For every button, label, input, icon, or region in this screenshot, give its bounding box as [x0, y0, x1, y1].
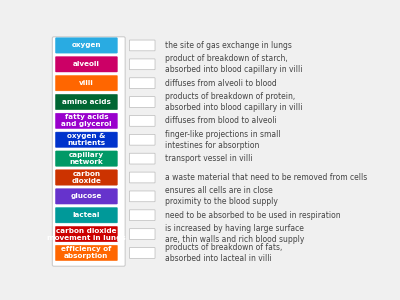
FancyBboxPatch shape	[130, 97, 155, 107]
FancyBboxPatch shape	[56, 113, 118, 129]
Text: fatty acids
and glycerol: fatty acids and glycerol	[61, 114, 112, 128]
FancyBboxPatch shape	[130, 116, 155, 126]
FancyBboxPatch shape	[56, 132, 118, 148]
Text: glucose: glucose	[71, 194, 102, 200]
FancyBboxPatch shape	[130, 78, 155, 88]
Text: oxygen &
nutrients: oxygen & nutrients	[67, 133, 106, 146]
FancyBboxPatch shape	[52, 37, 125, 266]
Text: alveoli: alveoli	[73, 61, 100, 67]
FancyBboxPatch shape	[130, 172, 155, 183]
Text: diffuses from alveoli to blood: diffuses from alveoli to blood	[165, 79, 276, 88]
FancyBboxPatch shape	[130, 59, 155, 70]
FancyBboxPatch shape	[56, 226, 118, 242]
Text: lacteal: lacteal	[73, 212, 100, 218]
FancyBboxPatch shape	[130, 134, 155, 145]
Text: efficiency of
absorption: efficiency of absorption	[61, 246, 112, 260]
Text: products of breakdown of protein,
absorbed into blood capillary in villi: products of breakdown of protein, absorb…	[165, 92, 302, 112]
Text: a waste material that need to be removed from cells: a waste material that need to be removed…	[165, 173, 367, 182]
Text: ensures all cells are in close
proximity to the blood supply: ensures all cells are in close proximity…	[165, 186, 278, 206]
Text: is increased by having large surface
are, thin walls and rich blood supply: is increased by having large surface are…	[165, 224, 304, 244]
Text: capillary
network: capillary network	[69, 152, 104, 165]
Text: need to be absorbed to be used in respiration: need to be absorbed to be used in respir…	[165, 211, 340, 220]
FancyBboxPatch shape	[56, 245, 118, 261]
FancyBboxPatch shape	[130, 40, 155, 51]
FancyBboxPatch shape	[56, 208, 118, 223]
Text: villi: villi	[79, 80, 94, 86]
FancyBboxPatch shape	[56, 57, 118, 72]
FancyBboxPatch shape	[56, 170, 118, 185]
FancyBboxPatch shape	[56, 38, 118, 53]
Text: carbon dioxide
movement in lungs: carbon dioxide movement in lungs	[47, 228, 126, 241]
Text: the site of gas exchange in lungs: the site of gas exchange in lungs	[165, 41, 292, 50]
Text: product of breakdown of starch,
absorbed into blood capillary in villi: product of breakdown of starch, absorbed…	[165, 54, 302, 74]
FancyBboxPatch shape	[130, 191, 155, 202]
FancyBboxPatch shape	[130, 153, 155, 164]
FancyBboxPatch shape	[56, 76, 118, 91]
FancyBboxPatch shape	[56, 189, 118, 204]
Text: products of breakdown of fats,
absorbed into lacteal in villi: products of breakdown of fats, absorbed …	[165, 243, 282, 263]
Text: diffuses from blood to alveoli: diffuses from blood to alveoli	[165, 116, 276, 125]
FancyBboxPatch shape	[130, 229, 155, 239]
Text: finger-like projections in small
intestines for absorption: finger-like projections in small intesti…	[165, 130, 280, 150]
FancyBboxPatch shape	[130, 210, 155, 220]
FancyBboxPatch shape	[130, 248, 155, 258]
Text: oxygen: oxygen	[72, 42, 101, 48]
Text: carbon
dioxide: carbon dioxide	[72, 171, 101, 184]
FancyBboxPatch shape	[56, 94, 118, 110]
Text: amino acids: amino acids	[62, 99, 111, 105]
Text: transport vessel in villi: transport vessel in villi	[165, 154, 252, 163]
FancyBboxPatch shape	[56, 151, 118, 166]
